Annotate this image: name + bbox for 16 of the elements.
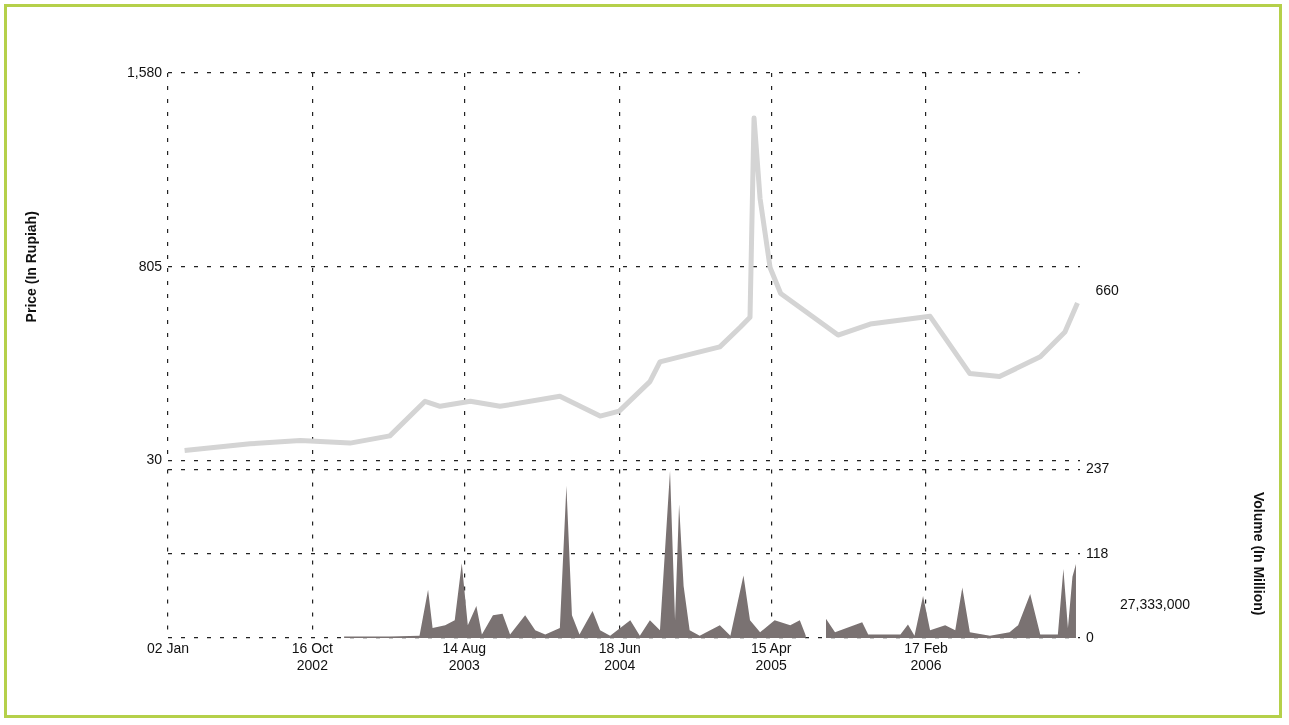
y2-tick-label: 118: [1086, 544, 1109, 561]
x-tick-label: 18 Jun 2004: [598, 640, 641, 674]
x-tick-label: 17 Feb 2006: [904, 640, 949, 674]
y2-tick-label: 237: [1086, 460, 1110, 477]
text: 27,333,000: [1120, 595, 1191, 612]
y-tick-label: 805: [138, 257, 163, 274]
y-tick-label: 1,580: [126, 63, 163, 80]
x-tick-label: 16 Oct 2002: [291, 640, 334, 674]
y2-tick-label: 0: [1086, 628, 1094, 645]
y2-axis-title: Volume (In Million): [1250, 492, 1267, 616]
y-axis-title: Price (In Rupiah): [23, 211, 40, 323]
x-tick-label: 02 Jan: [146, 640, 190, 657]
x-tick-label: 15 Apr 2005: [750, 640, 792, 674]
x-tick-label: 14 Aug 2003: [442, 640, 487, 674]
annotation: 660: [1095, 281, 1120, 298]
y-tick-label: 30: [146, 451, 163, 468]
